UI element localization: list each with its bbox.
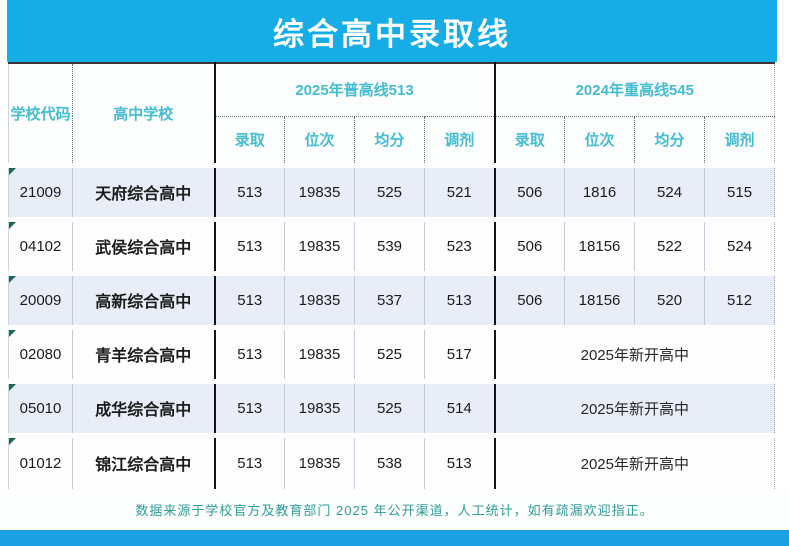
cell-school-code: 04102: [8, 216, 73, 273]
cell-2025-rank: 19835: [284, 378, 355, 435]
table-row: 04102 武侯综合高中 513 19835 539 523 506 18156…: [8, 216, 775, 273]
cell-2025-adjust: 514: [424, 378, 496, 435]
cell-2025-admit: 513: [214, 162, 285, 219]
cell-2025-avg: 538: [354, 432, 425, 489]
cell-school-name: 武侯综合高中: [72, 216, 216, 273]
cell-2025-adjust: 521: [424, 162, 496, 219]
cell-2025-adjust: 513: [424, 270, 496, 327]
bottom-accent-bar: [0, 530, 789, 546]
header-2024-adjust: 调剂: [704, 116, 775, 165]
header-2024-admit: 录取: [494, 116, 566, 165]
cell-2024-adjust: 524: [704, 216, 775, 273]
header-2024-avg: 均分: [634, 116, 706, 165]
table-row: 01012 锦江综合高中 513 19835 538 513 2025年新开高中: [8, 432, 775, 489]
cell-2024-adjust: 515: [704, 162, 775, 219]
cell-2025-rank: 19835: [284, 324, 355, 381]
cell-school-code: 02080: [8, 324, 73, 381]
cell-2025-admit: 513: [214, 432, 285, 489]
cell-new-school-note: 2025年新开高中: [494, 378, 775, 435]
header-group-2024: 2024年重高线545: [494, 63, 775, 117]
table-row: 20009 高新综合高中 513 19835 537 513 506 18156…: [8, 270, 775, 327]
header-school-name: 高中学校: [72, 63, 216, 165]
cell-2024-admit: 506: [494, 162, 566, 219]
table-body: 21009 天府综合高中 513 19835 525 521 506 1816 …: [8, 162, 775, 489]
header-school-code: 学校代码: [8, 63, 73, 165]
table-header: 学校代码 高中学校 2025年普高线513 2024年重高线545 录取 位次 …: [8, 63, 775, 165]
table-row: 05010 成华综合高中 513 19835 525 514 2025年新开高中: [8, 378, 775, 435]
table-row: 02080 青羊综合高中 513 19835 525 517 2025年新开高中: [8, 324, 775, 381]
cell-new-school-note: 2025年新开高中: [494, 324, 775, 381]
cell-new-school-note: 2025年新开高中: [494, 432, 775, 489]
cell-school-name: 锦江综合高中: [72, 432, 216, 489]
cell-2024-rank: 1816: [564, 162, 636, 219]
page-title: 综合高中录取线: [273, 16, 511, 52]
cell-2025-avg: 525: [354, 324, 425, 381]
cell-school-name: 天府综合高中: [72, 162, 216, 219]
admission-table-wrapper: 学校代码 高中学校 2025年普高线513 2024年重高线545 录取 位次 …: [8, 62, 776, 490]
footer: 数据来源于学校官方及教育部门 2025 年公开渠道，人工统计，如有疏漏欢迎指正。: [0, 489, 789, 530]
cell-2024-rank: 18156: [564, 216, 636, 273]
cell-2024-avg: 520: [634, 270, 706, 327]
cell-2025-adjust: 517: [424, 324, 496, 381]
header-2025-admit: 录取: [214, 116, 285, 165]
cell-2024-admit: 506: [494, 270, 566, 327]
cell-2025-avg: 539: [354, 216, 425, 273]
cell-school-code: 01012: [8, 432, 73, 489]
cell-2024-admit: 506: [494, 216, 566, 273]
admission-table: 学校代码 高中学校 2025年普高线513 2024年重高线545 录取 位次 …: [8, 62, 776, 490]
footer-note: 数据来源于学校官方及教育部门 2025 年公开渠道，人工统计，如有疏漏欢迎指正。: [135, 503, 654, 518]
cell-2025-avg: 525: [354, 162, 425, 219]
title-bar: 综合高中录取线: [7, 0, 777, 62]
cell-2025-rank: 19835: [284, 162, 355, 219]
header-2025-avg: 均分: [354, 116, 425, 165]
cell-2024-avg: 524: [634, 162, 706, 219]
header-2025-adjust: 调剂: [424, 116, 496, 165]
cell-2025-admit: 513: [214, 216, 285, 273]
header-group-2025: 2025年普高线513: [214, 63, 496, 117]
cell-school-code: 21009: [8, 162, 73, 219]
cell-2025-admit: 513: [214, 324, 285, 381]
cell-school-code: 20009: [8, 270, 73, 327]
cell-2024-rank: 18156: [564, 270, 636, 327]
cell-2025-adjust: 513: [424, 432, 496, 489]
cell-2025-avg: 525: [354, 378, 425, 435]
cell-2025-rank: 19835: [284, 270, 355, 327]
header-2024-rank: 位次: [564, 116, 636, 165]
cell-school-name: 青羊综合高中: [72, 324, 216, 381]
cell-2025-rank: 19835: [284, 216, 355, 273]
cell-school-code: 05010: [8, 378, 73, 435]
cell-school-name: 高新综合高中: [72, 270, 216, 327]
cell-2024-avg: 522: [634, 216, 706, 273]
table-row: 21009 天府综合高中 513 19835 525 521 506 1816 …: [8, 162, 775, 219]
cell-2025-adjust: 523: [424, 216, 496, 273]
cell-2025-avg: 537: [354, 270, 425, 327]
cell-2025-admit: 513: [214, 270, 285, 327]
cell-school-name: 成华综合高中: [72, 378, 216, 435]
header-2025-rank: 位次: [284, 116, 355, 165]
cell-2025-admit: 513: [214, 378, 285, 435]
cell-2024-adjust: 512: [704, 270, 775, 327]
cell-2025-rank: 19835: [284, 432, 355, 489]
